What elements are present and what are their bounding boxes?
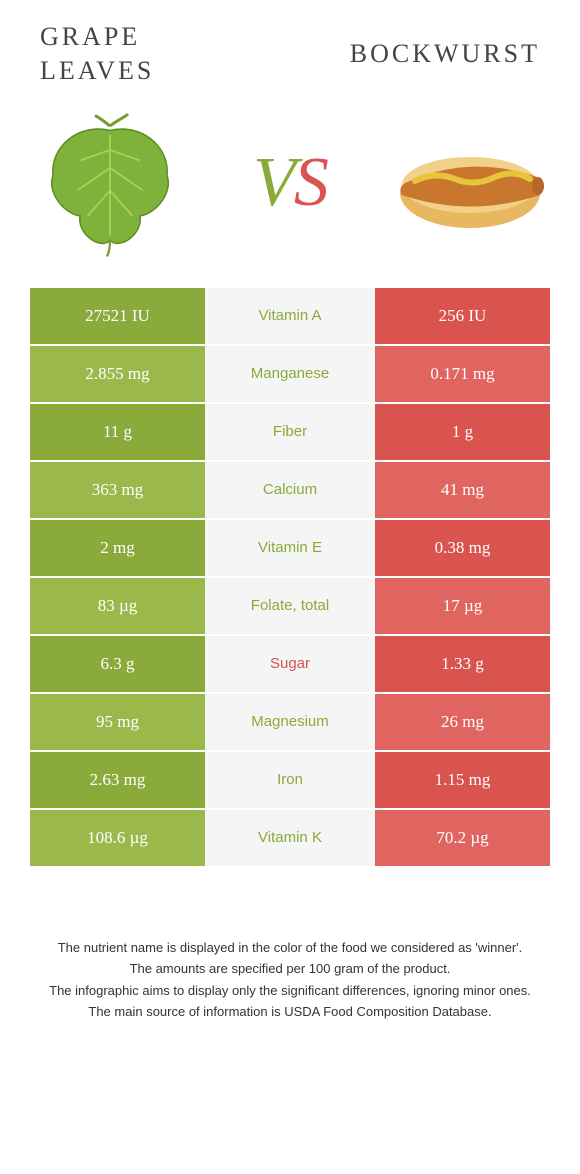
vs-s-letter: S [294,144,327,221]
nutrient-name: Fiber [205,404,375,460]
nutrient-name: Magnesium [205,694,375,750]
left-value: 2.63 mg [30,752,205,808]
right-value: 17 µg [375,578,550,634]
nutrient-name: Vitamin A [205,288,375,344]
bockwurst-image [390,108,550,258]
table-row: 2 mgVitamin E0.38 mg [30,520,550,576]
images-row: VS [0,98,580,288]
table-row: 6.3 gSugar1.33 g [30,636,550,692]
right-value: 0.38 mg [375,520,550,576]
table-row: 2.63 mgIron1.15 mg [30,752,550,808]
left-value: 11 g [30,404,205,460]
table-row: 11 gFiber1 g [30,404,550,460]
table-row: 108.6 µgVitamin K70.2 µg [30,810,550,866]
left-value: 83 µg [30,578,205,634]
right-food-title: BOCKWURST [290,39,540,69]
table-row: 2.855 mgManganese0.171 mg [30,346,550,402]
left-value: 2.855 mg [30,346,205,402]
left-value: 27521 IU [30,288,205,344]
vs-label: VS [253,143,327,223]
footnote-line: The main source of information is USDA F… [40,1002,540,1022]
vs-v-letter: V [253,144,294,221]
footnote-line: The infographic aims to display only the… [40,981,540,1001]
nutrient-name: Vitamin E [205,520,375,576]
left-value: 6.3 g [30,636,205,692]
right-value: 41 mg [375,462,550,518]
header: GRAPELEAVES BOCKWURST [0,0,580,98]
table-row: 363 mgCalcium41 mg [30,462,550,518]
nutrient-name: Calcium [205,462,375,518]
nutrient-name: Iron [205,752,375,808]
right-value: 1.33 g [375,636,550,692]
left-value: 108.6 µg [30,810,205,866]
left-value: 95 mg [30,694,205,750]
nutrient-name: Sugar [205,636,375,692]
nutrient-name: Vitamin K [205,810,375,866]
nutrient-name: Manganese [205,346,375,402]
table-row: 95 mgMagnesium26 mg [30,694,550,750]
table-row: 27521 IUVitamin A256 IU [30,288,550,344]
grape-leaf-image [30,108,190,258]
footnote-line: The nutrient name is displayed in the co… [40,938,540,958]
right-value: 0.171 mg [375,346,550,402]
footnotes: The nutrient name is displayed in the co… [0,868,580,1044]
table-row: 83 µgFolate, total17 µg [30,578,550,634]
left-value: 363 mg [30,462,205,518]
right-value: 70.2 µg [375,810,550,866]
right-value: 26 mg [375,694,550,750]
right-value: 1 g [375,404,550,460]
left-food-title: GRAPELEAVES [40,20,290,88]
right-value: 1.15 mg [375,752,550,808]
footnote-line: The amounts are specified per 100 gram o… [40,959,540,979]
right-value: 256 IU [375,288,550,344]
comparison-table: 27521 IUVitamin A256 IU2.855 mgManganese… [30,288,550,866]
left-value: 2 mg [30,520,205,576]
nutrient-name: Folate, total [205,578,375,634]
